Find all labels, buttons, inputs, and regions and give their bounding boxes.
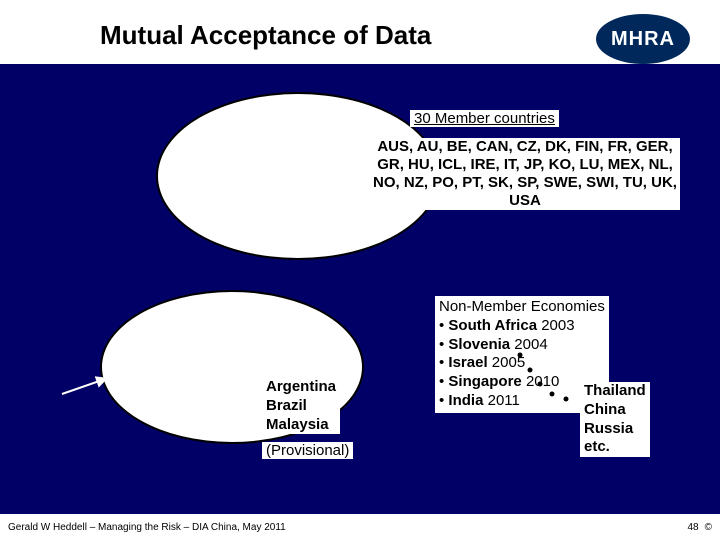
copyright-icon: ©	[705, 522, 712, 533]
nonmember-item-1: • Slovenia 2004	[439, 336, 605, 355]
mhra-logo-oval: MHRA	[596, 14, 690, 64]
provisional-country-2: Malaysia	[266, 416, 336, 435]
slide-title: Mutual Acceptance of Data	[100, 20, 431, 51]
provisional-country-1: Brazil	[266, 397, 336, 416]
future-0: Thailand	[584, 382, 646, 401]
nonmember-item-2: • Israel 2005	[439, 354, 605, 373]
nonmember-item-0: • South Africa 2003	[439, 317, 605, 336]
provisional-country-0: Argentina	[266, 378, 336, 397]
footer-left: Gerald W Heddell – Managing the Risk – D…	[8, 522, 286, 533]
members-heading: 30 Member countries	[410, 110, 559, 127]
mhra-logo-text: MHRA	[611, 28, 675, 51]
future-2: Russia	[584, 420, 646, 439]
future-countries: Thailand China Russia etc.	[580, 382, 650, 457]
future-3: etc.	[584, 438, 646, 457]
members-list: AUS, AU, BE, CAN, CZ, DK, FIN, FR, GER, …	[370, 138, 680, 210]
slide-footer: Gerald W Heddell – Managing the Risk – D…	[0, 514, 720, 540]
future-1: China	[584, 401, 646, 420]
title-bar: Mutual Acceptance of Data MHRA	[0, 0, 720, 64]
arrow-icon	[60, 370, 120, 400]
nonmember-heading: Non-Member Economies	[439, 298, 605, 317]
provisional-note: (Provisional)	[262, 442, 353, 459]
provisional-countries: Argentina Brazil Malaysia	[262, 378, 340, 434]
footer-page: 48	[688, 522, 699, 533]
mhra-logo: MHRA	[596, 14, 690, 64]
